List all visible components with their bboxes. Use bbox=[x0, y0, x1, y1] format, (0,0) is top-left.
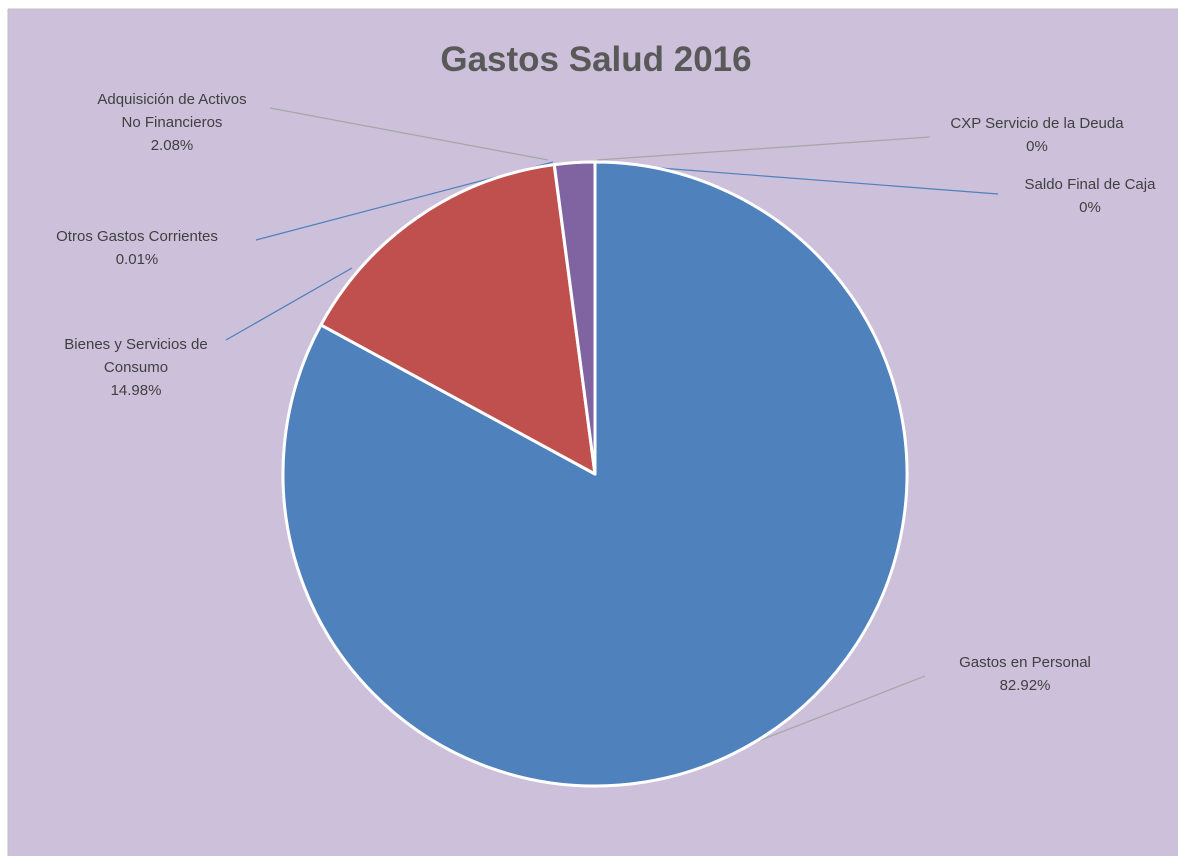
data-label-line: 82.92% bbox=[1000, 677, 1051, 694]
leader-line-adquisicion-de-activos-no-financieros bbox=[269, 107, 549, 161]
data-label-line: 14.98% bbox=[111, 382, 162, 399]
data-label-saldo-final-de-caja: Saldo Final de Caja 0% bbox=[1025, 176, 1157, 216]
data-label-line: Otros Gastos Corrientes bbox=[56, 228, 218, 245]
leader-lines bbox=[225, 107, 999, 743]
data-label-line: 0% bbox=[1026, 138, 1048, 155]
leader-line-gastos-en-personal bbox=[755, 675, 926, 743]
data-label-otros-gastos-corrientes: Otros Gastos Corrientes 0.01% bbox=[56, 228, 218, 268]
data-label-line: 2.08% bbox=[151, 137, 194, 154]
data-labels: Gastos en Personal 82.92% Bienes y Servici… bbox=[56, 91, 1156, 694]
data-label-line: 0% bbox=[1079, 199, 1101, 216]
leader-line-bienes-y-servicios-de-consumo bbox=[225, 267, 353, 341]
leader-line-cxp-servicio-de-la-deuda bbox=[596, 136, 931, 161]
data-label-line: Bienes y Servicios de bbox=[64, 336, 207, 353]
data-label-line: Gastos en Personal bbox=[959, 654, 1091, 671]
data-label-cxp-servicio-de-la-deuda: CXP Servicio de la Deuda 0% bbox=[950, 115, 1124, 155]
data-label-adquisicion-de-activos-no-financieros: Adquisición de Activos No Financieros 2.08… bbox=[97, 91, 246, 154]
data-label-line: No Financieros bbox=[122, 114, 223, 131]
data-label-line: Adquisición de Activos bbox=[97, 91, 246, 108]
data-label-line: 0.01% bbox=[116, 251, 159, 268]
data-label-line: Saldo Final de Caja bbox=[1025, 176, 1157, 193]
slice-bienes-y-servicios-de-consumo bbox=[319, 163, 597, 476]
leader-line-saldo-final-de-caja bbox=[659, 167, 999, 195]
data-label-line: Consumo bbox=[104, 359, 168, 376]
slice-adquisicion-de-activos-no-financieros bbox=[552, 160, 597, 476]
data-label-bienes-y-servicios-de-consumo: Bienes y Servicios de Consumo 14.98% bbox=[64, 336, 207, 399]
chart-title: Gastos Salud 2016 bbox=[440, 40, 751, 79]
pie-slices bbox=[281, 160, 909, 788]
data-label-line: CXP Servicio de la Deuda bbox=[950, 115, 1124, 132]
data-label-gastos-en-personal: Gastos en Personal 82.92% bbox=[959, 654, 1091, 694]
